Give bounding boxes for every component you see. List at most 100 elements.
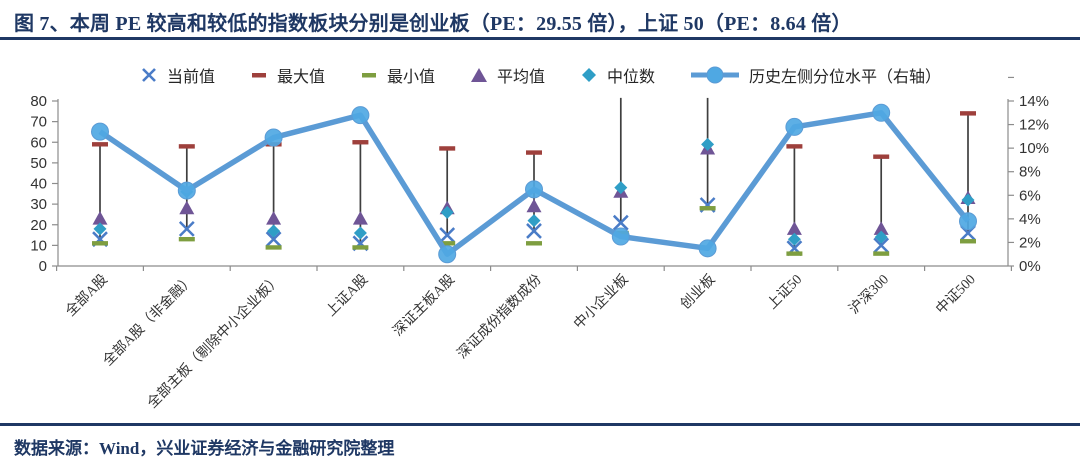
category-label: 中证500 bbox=[933, 272, 979, 318]
diamond-marker bbox=[579, 66, 599, 84]
legend-label: 历史左侧分位水平（右轴） bbox=[749, 69, 942, 86]
pe-chart: 0 10 20 30 40 50 60 70 80 0% 2% 4% 6% 8% 10% 12% 14% 全部A股… bbox=[30, 76, 1049, 412]
category-label: 上证50 bbox=[764, 272, 805, 313]
min-dash-marker bbox=[178, 236, 195, 242]
current-x-marker bbox=[612, 214, 629, 231]
percentile-point bbox=[177, 181, 196, 200]
min-dash-marker bbox=[699, 206, 716, 211]
legend-item-current[interactable]: 当前值 bbox=[139, 63, 215, 87]
right-tick-label: 14% bbox=[1019, 93, 1049, 110]
x-marker bbox=[139, 66, 159, 84]
series-median bbox=[93, 137, 975, 246]
percentile-point bbox=[91, 122, 109, 141]
left-tick-label: 20 bbox=[30, 217, 47, 234]
average-triangle-marker bbox=[92, 211, 108, 225]
max-dash-marker bbox=[352, 140, 369, 145]
percentile-point bbox=[525, 180, 543, 199]
median-diamond-marker bbox=[874, 230, 888, 244]
current-x-marker bbox=[178, 220, 195, 237]
right-tick-label: 12% bbox=[1019, 117, 1049, 134]
percentile-point bbox=[872, 103, 891, 122]
median-diamond-marker bbox=[353, 226, 367, 240]
category-label: 全部A股（非金融） bbox=[99, 271, 197, 369]
left-axis-labels: 0 10 20 30 40 50 60 70 80 bbox=[30, 93, 47, 275]
category-label: 深证主板A股 bbox=[390, 272, 458, 340]
axes bbox=[52, 76, 1014, 271]
min-dash-marker bbox=[352, 245, 369, 250]
percentile-point bbox=[959, 212, 977, 231]
average-triangle-marker bbox=[786, 221, 802, 235]
max-dash-marker bbox=[526, 150, 542, 155]
median-diamond-marker bbox=[614, 181, 628, 195]
max-dash-marker bbox=[873, 154, 890, 159]
median-diamond-marker bbox=[93, 222, 107, 236]
category-label: 上证A股 bbox=[323, 272, 371, 320]
median-diamond-marker bbox=[701, 137, 715, 151]
legend-item-pct[interactable]: 历史左侧分位水平（右轴） bbox=[689, 63, 941, 87]
legend-item-min[interactable]: 最小值 bbox=[359, 63, 435, 87]
current-x-marker bbox=[873, 237, 890, 254]
legend-label: 平均值 bbox=[497, 69, 546, 86]
median-diamond-marker bbox=[527, 214, 541, 228]
percentile-point bbox=[351, 106, 370, 125]
legend-label: 最小值 bbox=[386, 69, 435, 86]
average-triangle-marker bbox=[352, 211, 368, 225]
median-diamond-marker bbox=[440, 205, 454, 219]
title-underline bbox=[0, 37, 1080, 40]
max-dash-marker bbox=[92, 142, 108, 147]
min-dash-marker bbox=[526, 241, 542, 246]
current-x-marker bbox=[526, 223, 542, 239]
category-label: 创业板 bbox=[677, 272, 718, 313]
median-diamond-marker bbox=[267, 224, 281, 238]
average-triangle-marker bbox=[526, 198, 542, 213]
legend-item-median[interactable]: 中位数 bbox=[579, 63, 655, 87]
percentile-point bbox=[438, 245, 457, 264]
legend-item-max[interactable]: 最大值 bbox=[249, 63, 325, 87]
average-triangle-marker bbox=[266, 211, 282, 225]
left-tick-label: 50 bbox=[30, 155, 47, 172]
average-triangle-marker bbox=[179, 200, 195, 215]
legend-label: 当前值 bbox=[166, 69, 215, 86]
category-label: 全部主板（剔除中小企业板） bbox=[144, 271, 285, 412]
max-dash-marker bbox=[786, 144, 803, 149]
percentile-point bbox=[698, 239, 717, 258]
left-tick-label: 0 bbox=[39, 258, 47, 275]
max-dash-marker bbox=[439, 146, 456, 151]
min-dash-marker bbox=[265, 245, 282, 250]
right-axis-labels: 0% 2% 4% 6% 8% 10% 12% 14% bbox=[1019, 93, 1049, 275]
legend-label: 中位数 bbox=[607, 69, 656, 86]
right-tick-label: 0% bbox=[1019, 258, 1041, 275]
green-dash-marker bbox=[359, 66, 379, 84]
category-label: 中小企业板 bbox=[570, 271, 632, 333]
data-source-text: 数据来源：Wind，兴业证券经济与金融研究院整理 bbox=[14, 439, 395, 458]
category-label: 深证成份指数成份 bbox=[454, 272, 545, 363]
min-dash-marker bbox=[439, 241, 456, 246]
category-label: 全部A股 bbox=[62, 271, 111, 320]
current-x-marker bbox=[265, 231, 282, 248]
right-tick-label: 6% bbox=[1019, 187, 1041, 204]
max-dash-marker bbox=[960, 111, 976, 116]
left-tick-label: 10 bbox=[30, 237, 47, 254]
min-dash-marker bbox=[786, 251, 803, 256]
median-diamond-marker bbox=[961, 193, 975, 207]
median-diamond-marker bbox=[787, 232, 801, 246]
left-tick-label: 30 bbox=[30, 196, 47, 213]
left-tick-label: 70 bbox=[30, 114, 47, 131]
current-x-marker bbox=[439, 227, 456, 243]
red-dash-marker bbox=[249, 66, 269, 84]
right-tick-label: 8% bbox=[1019, 164, 1041, 181]
min-dash-marker bbox=[92, 241, 108, 246]
left-tick-label: 40 bbox=[30, 176, 47, 193]
average-triangle-marker bbox=[873, 221, 889, 235]
triangle-marker bbox=[469, 66, 489, 84]
legend-item-avg[interactable]: 平均值 bbox=[469, 63, 545, 87]
chart-legend: 当前值 最大值 最小值 平均值 中位数 历史左侧分位水平（右轴） bbox=[0, 60, 1080, 90]
right-tick-label: 4% bbox=[1019, 211, 1041, 228]
min-dash-marker bbox=[960, 239, 976, 244]
figure-title: 图 7、本周 PE 较高和较低的指数板块分别是创业板（PE：29.55 倍），上… bbox=[14, 13, 852, 35]
footer-divider bbox=[0, 423, 1080, 426]
series-percentile-line bbox=[91, 103, 977, 264]
category-label: 沪深300 bbox=[846, 272, 892, 318]
